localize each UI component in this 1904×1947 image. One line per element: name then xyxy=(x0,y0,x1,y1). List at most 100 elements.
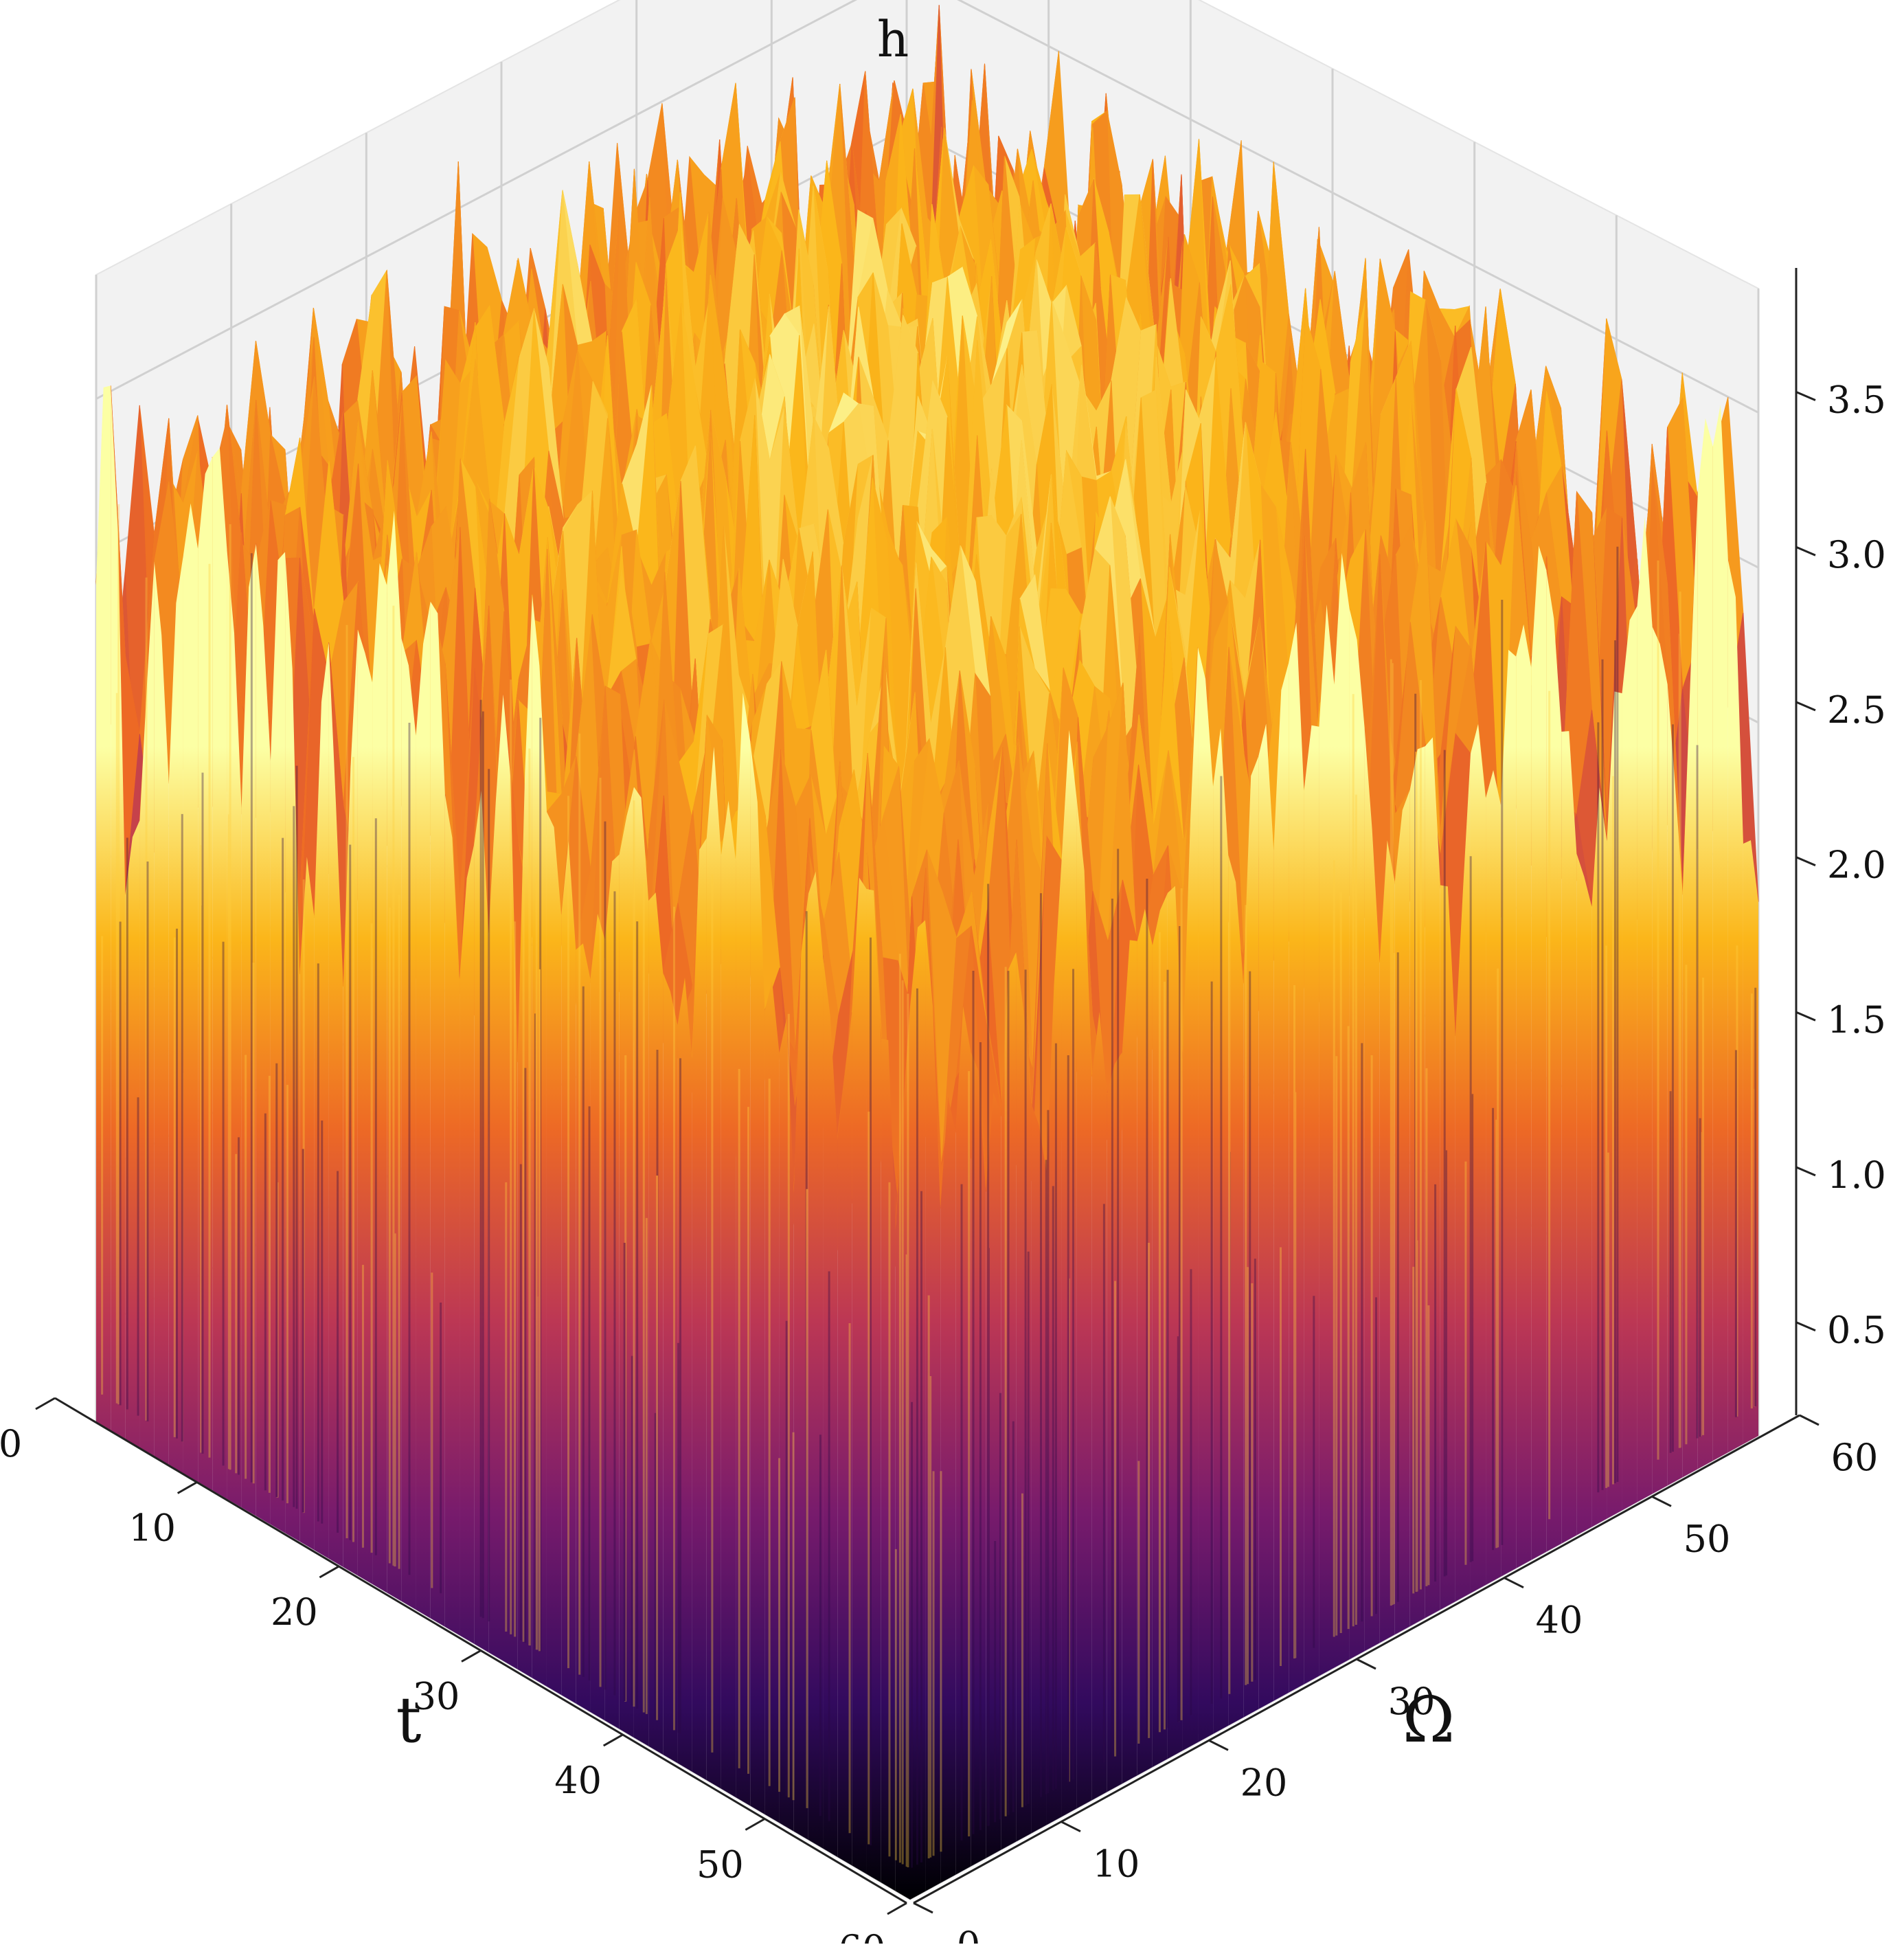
wall-strip xyxy=(736,693,751,1806)
wall-strip xyxy=(503,694,518,1669)
wall-strip xyxy=(663,973,678,1764)
omega-tick xyxy=(1356,1658,1376,1670)
wall-strip xyxy=(460,844,475,1644)
wall-strip xyxy=(357,629,373,1584)
wall-strip xyxy=(561,841,576,1704)
wall-strip xyxy=(517,594,532,1678)
wall-strip xyxy=(1727,560,1743,1453)
omega-tick-label: 0 xyxy=(957,1924,980,1944)
wall-strip xyxy=(910,920,926,1900)
z-tick xyxy=(1795,391,1816,401)
grid-line-z xyxy=(95,0,1759,414)
axes: 0 10 20 30 40 50 60 0 10 20 30 40 50 60 0.5 1.0 1.5 2.0 2.… xyxy=(0,268,1886,1947)
wall-strip xyxy=(1394,789,1410,1635)
wall-strip xyxy=(1182,647,1199,1751)
wall-strip xyxy=(940,1096,956,1883)
omega-tick-label: 10 xyxy=(1093,1843,1140,1886)
wall-strip xyxy=(881,1038,896,1891)
omega-tick xyxy=(1504,1577,1524,1589)
t-tick-label: 50 xyxy=(696,1843,744,1887)
wall-strip xyxy=(299,857,315,1551)
x-axis-title: t xyxy=(396,1683,422,1757)
wall-strip xyxy=(925,920,941,1891)
wall-strip xyxy=(125,820,140,1448)
wall-strip xyxy=(227,550,242,1508)
wall-strip xyxy=(866,888,881,1883)
wall-strip xyxy=(285,552,300,1542)
t-tick xyxy=(35,1397,56,1410)
wall-strip xyxy=(328,642,343,1567)
wall-strip xyxy=(1319,604,1335,1676)
wall-strip xyxy=(444,794,460,1636)
wall-strip xyxy=(96,385,111,1431)
wall-strip xyxy=(633,787,649,1746)
wall-strip xyxy=(256,543,271,1524)
wall-strip xyxy=(1076,799,1092,1809)
wall-strip xyxy=(416,601,431,1619)
omega-tick-label: 30 xyxy=(1388,1680,1436,1723)
wall-strip xyxy=(1213,728,1229,1734)
wall-strip xyxy=(677,978,692,1772)
wall-strip xyxy=(1531,545,1547,1560)
wall-strip xyxy=(590,913,605,1721)
z-tick-label: 2.5 xyxy=(1827,688,1886,732)
wall-strip xyxy=(139,561,155,1456)
omega-tick xyxy=(1208,1739,1229,1751)
wall-strip xyxy=(1107,1052,1122,1792)
z-tick-label: 0.5 xyxy=(1827,1309,1886,1352)
wall-strip xyxy=(837,1012,852,1866)
wall-strip xyxy=(1273,662,1289,1701)
z-tick-label: 3.0 xyxy=(1827,533,1886,576)
wall-strip xyxy=(488,694,503,1661)
wall-strip xyxy=(154,561,169,1465)
wall-strip xyxy=(1546,570,1562,1552)
omega-tick xyxy=(1799,1414,1820,1426)
wall-strip xyxy=(401,638,416,1610)
wall-strip xyxy=(1561,731,1577,1544)
wall-strip xyxy=(1349,608,1365,1660)
wall-strip xyxy=(750,741,765,1814)
z-tick xyxy=(1795,545,1816,556)
omega-tick-label: 40 xyxy=(1536,1599,1583,1642)
wall-strip xyxy=(1455,753,1471,1602)
wall-strip xyxy=(823,956,838,1857)
wall-strip xyxy=(779,1018,794,1832)
t-tick xyxy=(461,1650,481,1663)
omega-tick-label: 20 xyxy=(1240,1761,1288,1804)
wall-strip xyxy=(1046,860,1062,1825)
wall-strip xyxy=(1379,840,1395,1643)
wall-strip xyxy=(576,943,591,1712)
wall-strip xyxy=(1228,854,1244,1726)
wall-strip xyxy=(1607,691,1622,1519)
z-tick-label: 1.0 xyxy=(1827,1153,1886,1197)
wall-strip xyxy=(1091,1011,1107,1801)
wall-strip xyxy=(1470,723,1486,1594)
wall-strip xyxy=(1697,418,1713,1470)
wall-strip xyxy=(1152,892,1168,1768)
omega-tick xyxy=(1061,1821,1081,1833)
z-tick-label: 3.5 xyxy=(1827,379,1886,422)
t-tick xyxy=(602,1733,624,1747)
omega-tick xyxy=(1651,1495,1672,1507)
wall-strip xyxy=(1122,940,1137,1784)
wall-strip xyxy=(1712,405,1728,1461)
z-tick xyxy=(1795,1321,1816,1331)
wall-strip xyxy=(1061,730,1077,1817)
surface-front-right xyxy=(910,405,1758,1900)
wall-strip xyxy=(1258,723,1274,1709)
wall-strip xyxy=(604,854,620,1729)
wall-strip xyxy=(852,877,867,1874)
wall-strip xyxy=(955,1006,971,1875)
z-tick xyxy=(1795,1166,1816,1177)
wall-strip xyxy=(986,1092,1001,1858)
t-tick-label: 0 xyxy=(0,1422,22,1465)
z-tick xyxy=(1795,701,1816,712)
wall-strip xyxy=(808,871,824,1849)
wall-strip xyxy=(692,838,707,1781)
z-tick xyxy=(1795,856,1816,866)
wall-strip xyxy=(1409,746,1425,1627)
t-tick xyxy=(177,1481,198,1494)
wall-strip xyxy=(241,543,256,1516)
wall-strip xyxy=(1198,647,1214,1742)
